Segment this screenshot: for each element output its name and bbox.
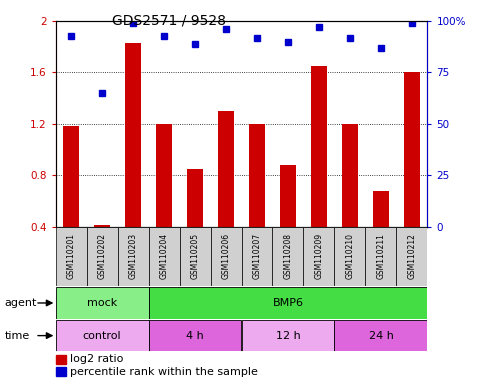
Text: GSM110202: GSM110202 [98, 233, 107, 279]
Text: BMP6: BMP6 [272, 298, 303, 308]
Bar [242, 320, 334, 351]
Bar [397, 227, 427, 286]
Text: 24 h: 24 h [369, 331, 394, 341]
Bar [249, 124, 265, 227]
Bar [125, 43, 141, 227]
Bar [242, 227, 272, 286]
Bar [56, 320, 149, 351]
Text: GSM110203: GSM110203 [128, 233, 138, 280]
Bar [86, 227, 117, 286]
Text: mock: mock [87, 298, 117, 308]
Bar [272, 227, 303, 286]
Bar [373, 190, 389, 227]
Bar [56, 227, 86, 286]
Text: GSM110212: GSM110212 [408, 233, 416, 279]
Text: GSM110205: GSM110205 [190, 233, 199, 280]
Bar [366, 227, 397, 286]
Bar [211, 227, 242, 286]
Text: agent: agent [5, 298, 37, 308]
Text: GSM110201: GSM110201 [67, 233, 75, 279]
Bar [156, 124, 172, 227]
Text: time: time [5, 331, 30, 341]
Bar [303, 227, 334, 286]
Text: percentile rank within the sample: percentile rank within the sample [70, 367, 258, 377]
Text: GSM110207: GSM110207 [253, 233, 261, 280]
Text: GSM110210: GSM110210 [345, 233, 355, 279]
Bar [342, 124, 358, 227]
Text: log2 ratio: log2 ratio [70, 354, 124, 364]
Text: GSM110209: GSM110209 [314, 233, 324, 280]
Text: 4 h: 4 h [186, 331, 204, 341]
Bar [94, 225, 110, 227]
Bar [149, 320, 242, 351]
Bar [149, 227, 180, 286]
Bar [187, 169, 203, 227]
Text: GSM110206: GSM110206 [222, 233, 230, 280]
Bar [63, 126, 79, 227]
Text: GSM110208: GSM110208 [284, 233, 293, 279]
Text: GSM110204: GSM110204 [159, 233, 169, 280]
Bar [334, 227, 366, 286]
Text: 12 h: 12 h [276, 331, 300, 341]
Bar [334, 320, 427, 351]
Bar [218, 111, 234, 227]
Bar [149, 287, 427, 319]
Bar [180, 227, 211, 286]
Bar [117, 227, 149, 286]
Bar [56, 287, 149, 319]
Text: control: control [83, 331, 121, 341]
Bar [404, 73, 420, 227]
Text: GDS2571 / 9528: GDS2571 / 9528 [112, 13, 226, 27]
Text: GSM110211: GSM110211 [376, 233, 385, 279]
Bar [311, 66, 327, 227]
Bar [280, 165, 296, 227]
